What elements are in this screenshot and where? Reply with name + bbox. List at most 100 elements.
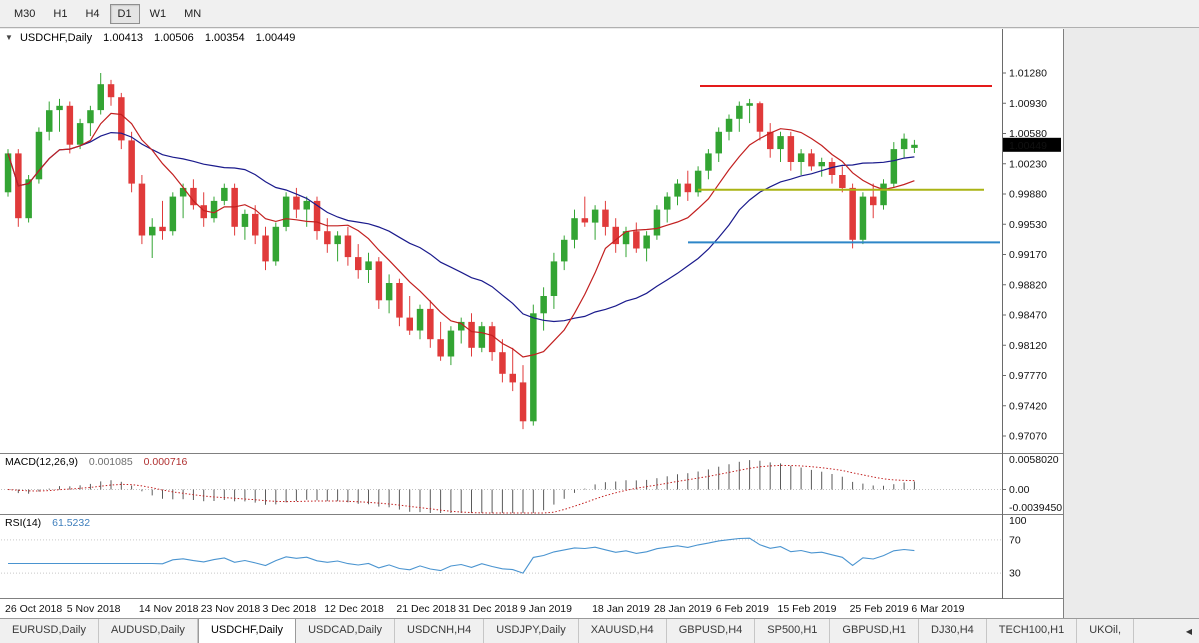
date-axis-label: 15 Feb 2019 [778,603,837,615]
tab-xauusd-h4[interactable]: XAUUSD,H4 [578,619,667,643]
open-value: 1.00413 [103,32,143,44]
candle-body [561,239,568,262]
macd-histogram [17,460,915,513]
price-axis-label: 1.00930 [1009,98,1047,110]
candle-body [138,183,146,236]
low-value: 1.00354 [204,32,245,44]
window-filler [1064,29,1199,618]
candle-body [633,231,640,249]
tab-scroll-left-button[interactable]: ◀ [1185,627,1193,636]
date-axis-label: 26 Oct 2018 [5,603,62,615]
candle-body [97,84,104,111]
tab-eurusd-daily[interactable]: EURUSD,Daily [0,619,99,643]
candle-body [344,235,352,258]
candle-body [540,296,547,314]
candle-body [849,187,856,240]
candle-body [550,261,558,296]
candle-body [35,131,43,180]
chart-window: 1.01280 1.00930 1.00580 1.00230 0.99880 0.995… [0,29,1064,618]
chevron-down-icon[interactable]: ▼ [5,33,13,42]
tab-dj30-h4[interactable]: DJ30,H4 [919,619,987,643]
candle-body [447,330,455,357]
candle-body [746,103,753,106]
candle-body [190,187,197,206]
tab-usdjpy-daily[interactable]: USDJPY,Daily [484,619,579,643]
candle-body [66,105,74,145]
candle-body [725,118,733,132]
candle-body [385,283,393,301]
tab-usdchf-daily[interactable]: USDCHF,Daily [197,619,297,643]
candle-body [694,170,702,193]
date-axis-label: 9 Jan 2019 [520,603,572,615]
candle-body [736,105,743,119]
candle-body [870,196,877,206]
candle-body [499,352,506,374]
candle-body [509,373,516,383]
candle-body [818,162,825,167]
rsi-header: RSI(14) 61.5232 [5,517,90,529]
timeframe-button-mn[interactable]: MN [184,7,202,20]
timeframe-button-w1[interactable]: W1 [149,7,167,20]
candle-body [262,235,269,262]
tab-ukoil[interactable]: UKOil, [1077,619,1134,643]
candle-body [911,144,918,148]
candle-body [643,235,650,249]
candle-body [396,283,403,318]
candle-body [107,84,115,98]
candle-body [25,179,32,219]
tab-gbpusd-h1[interactable]: GBPUSD,H1 [830,619,919,643]
candle-body [334,235,341,245]
rsi-title: RSI(14) [5,517,42,529]
timeframe-toolbar: M30 H1 H4 D1 W1 MN [0,0,1199,28]
tab-usdcnh-h4[interactable]: USDCNH,H4 [395,619,485,643]
macd-axis-label: -0.0039450 [1009,502,1062,514]
candle-body [128,140,135,184]
candle-body [272,226,280,262]
candle-body [324,231,331,245]
tab-sp500-h1[interactable]: SP500,H1 [755,619,831,643]
ma-fast-line [7,112,915,358]
macd-signal-line [7,464,915,514]
date-axis-label: 12 Dec 2018 [324,603,384,615]
tab-audusd-daily[interactable]: AUDUSD,Daily [98,619,198,643]
macd-main-value: 0.001085 [88,456,133,468]
candle-body [591,209,599,223]
candle-body [282,196,290,227]
timeframe-button-h1[interactable]: H1 [53,7,68,20]
candle-body [427,308,434,340]
candle-body [406,317,413,331]
timeframe-button-h4[interactable]: H4 [85,7,100,20]
timeframe-button-m30[interactable]: M30 [14,7,36,20]
candle-body [149,226,156,236]
candle-body [900,138,908,150]
candle-body [4,153,12,193]
chart-tabs: EURUSD,Daily AUDUSD,Daily USDCHF,Daily USDC… [0,619,1134,643]
date-axis-label: 6 Feb 2019 [716,603,769,615]
candle-body [653,209,661,236]
macd-title: MACD(12,26,9) [5,456,78,468]
tab-gbpusd-h4[interactable]: GBPUSD,H4 [666,619,756,643]
date-axis-label: 6 Mar 2019 [911,603,964,615]
candle-body [437,339,444,357]
candle-body [705,153,712,171]
price-axis-label: 0.97070 [1009,431,1047,443]
candles-layer [4,73,918,430]
date-axis-label: 31 Dec 2018 [458,603,518,615]
candle-body [252,213,259,236]
price-axis-label: 0.99880 [1009,189,1047,201]
price-axis-label: 0.97770 [1009,370,1047,382]
current-price-badge [1003,137,1061,152]
date-axis-label: 28 Jan 2019 [654,603,712,615]
candle-body [221,187,228,201]
rsi-axis-label: 70 [1009,534,1021,546]
candle-body [622,231,630,245]
candle-body [210,200,218,219]
candle-body [808,153,815,167]
macd-signal-value: 0.000716 [143,456,188,468]
timeframe-button-d1[interactable]: D1 [109,3,140,24]
tab-tech100-h1[interactable]: TECH100,H1 [986,619,1078,643]
price-axis-label: 0.98470 [1009,310,1047,322]
price-chart-canvas[interactable]: 1.01280 1.00930 1.00580 1.00230 0.99880 0.995… [0,29,1063,618]
macd-header: MACD(12,26,9) 0.001085 0.000716 [5,456,187,468]
tab-usdcad-daily[interactable]: USDCAD,Daily [296,619,396,643]
